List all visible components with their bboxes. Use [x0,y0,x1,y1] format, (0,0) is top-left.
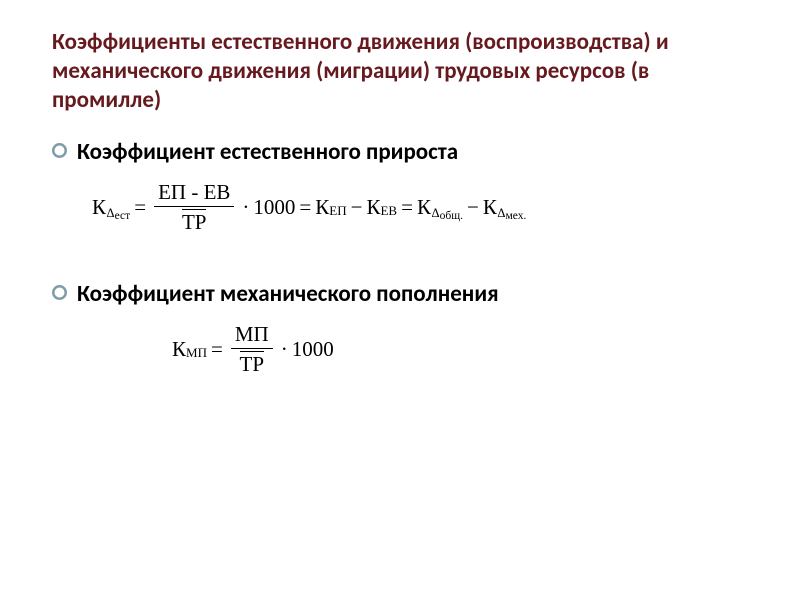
sym-sub: ест [115,210,131,222]
slide-title: Коэффициенты естественного движения (вос… [52,28,758,114]
bullet-row-1: Коэффициент естественного прироста [52,138,758,167]
eq3: = [401,195,413,220]
num-op: - [191,180,198,204]
num-a: ЕП [158,180,186,204]
sym-K: К [172,337,186,362]
sym-K: К [92,195,106,220]
sym-K: К [483,195,497,220]
fraction-1: ЕП - ЕВ ТР [154,181,234,234]
eq2: = [299,195,311,220]
section-natural-growth: Коэффициент естественного прироста К Δ е… [52,138,758,234]
section2-heading: Коэффициент механического пополнения [77,280,499,309]
sym-K: К [315,195,329,220]
sub-ev: ЕВ [380,203,397,219]
thousand2: 1000 [292,337,334,362]
formula-natural-growth: К Δ ест = ЕП - ЕВ ТР · 1 [92,181,758,234]
sub-ep: ЕП [329,203,346,219]
minus2: − [467,195,479,220]
thousand1: 1000 [253,195,295,220]
sym-delta: Δ [107,206,115,221]
sym-delta: Δ [431,206,439,221]
slide: Коэффициенты естественного движения (вос… [0,0,800,600]
dot1: · [242,195,249,220]
kterm-kdelta-mex: К Δ мех. [483,195,527,220]
minus1: − [351,195,363,220]
dot2: · [281,337,288,362]
eq1: = [134,195,146,220]
section1-heading: Коэффициент естественного прироста [77,138,458,167]
sym-delta: Δ [497,206,505,221]
bullet-row-2: Коэффициент механического пополнения [52,280,758,309]
den-overline: ТР [182,209,207,234]
sym-K: К [366,195,380,220]
frac-bar [154,206,234,207]
kterm-kdelta-obsh: К Δ общ. [417,195,463,220]
bullet-icon [52,285,67,300]
frac2-den: ТР [236,351,269,376]
frac2-num: МП [231,323,273,346]
sub-obsh: общ. [440,210,463,222]
num-b: ЕВ [204,180,231,204]
sub-mp: МП [186,345,207,361]
kterm-lhs: К Δ ест [92,195,130,220]
formula-mech-replenish: К МП = МП ТР · 1000 [172,323,758,376]
section-mech-replenish: Коэффициент механического пополнения К М… [52,280,758,376]
sym-K: К [417,195,431,220]
frac-num: ЕП - ЕВ [154,181,234,204]
bullet-icon [52,143,67,158]
sub-mex: мех. [506,210,527,222]
den2-overline: ТР [240,351,265,376]
fraction-2: МП ТР [231,323,273,376]
kterm-lhs2: К МП [172,337,207,362]
frac-den: ТР [178,209,211,234]
eq4: = [211,337,223,362]
kterm-kev: К ЕВ [366,195,397,220]
frac2-bar [231,348,273,349]
kterm-kep: К ЕП [315,195,346,220]
